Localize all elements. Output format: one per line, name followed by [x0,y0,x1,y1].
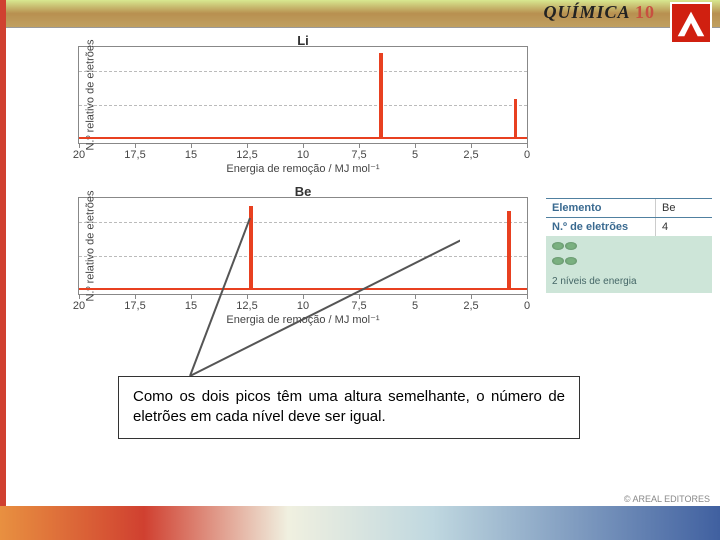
th-element: Elemento [546,199,656,217]
tick: 7,5 [351,300,366,312]
chart-be-title: Be [295,184,312,199]
table-row: Elemento Be [546,198,712,217]
td-element: Be [656,199,712,217]
tick: 12,5 [236,300,257,312]
tick: 5 [412,300,418,312]
orbital-diagram: 2 níveis de energia [546,236,712,293]
copyright: © AREAL EDITORES [624,494,710,504]
chart-li-ylabel: N.º relativo de eletrões [85,39,97,150]
caption-box: Como os dois picos têm uma altura semelh… [118,376,580,439]
th-electrons: N.º de eletrões [546,218,656,236]
chart-li-title: Li [297,33,309,48]
tick: 10 [297,149,309,161]
electron-icon [552,242,564,250]
grid-line [79,222,527,223]
tick: 2,5 [463,149,478,161]
tick: 15 [185,149,197,161]
baseline [79,288,527,290]
chart-be-plot: Be N.º relativo de eletrões 20 17,5 15 1… [78,197,528,295]
table-row: N.º de eletrões 4 [546,217,712,236]
tick: 12,5 [236,149,257,161]
chart-be-ylabel: N.º relativo de eletrões [85,190,97,301]
title-main: QUÍMICA [543,2,629,22]
element-table: Elemento Be N.º de eletrões 4 2 níveis d… [546,198,712,293]
charts-container: Li N.º relativo de eletrões 20 17,5 15 1… [28,32,538,326]
footer-band [0,506,720,540]
caption-text: Como os dois picos têm uma altura semelh… [133,388,565,425]
electron-pair [552,242,578,253]
peak [249,206,253,290]
grid-line [79,256,527,257]
electron-icon [565,242,577,250]
tick: 20 [73,300,85,312]
tick: 17,5 [124,149,145,161]
tick: 15 [185,300,197,312]
page-title: QUÍMICA 10 [543,2,655,23]
tick: 2,5 [463,300,478,312]
tick: 17,5 [124,300,145,312]
chart-be-xlabel: Energia de remoção / MJ mol⁻¹ [78,313,528,326]
peak [507,211,511,290]
tick: 7,5 [351,149,366,161]
tick: 0 [524,300,530,312]
tick: 0 [524,149,530,161]
levels-text: 2 níveis de energia [552,276,706,287]
chart-li-xlabel: Energia de remoção / MJ mol⁻¹ [78,162,528,175]
grid-line [79,105,527,106]
title-number: 10 [635,2,655,22]
publisher-logo [670,2,712,44]
grid-line [79,71,527,72]
td-electrons: 4 [656,218,712,236]
baseline [79,137,527,139]
electron-icon [565,257,577,265]
peak [379,53,383,139]
chart-li: Li N.º relativo de eletrões 20 17,5 15 1… [28,46,538,175]
tick: 5 [412,149,418,161]
electron-pair [552,257,578,268]
tick: 10 [297,300,309,312]
electron-icon [552,257,564,265]
chart-li-plot: Li N.º relativo de eletrões 20 17,5 15 1… [78,46,528,144]
peak [514,99,517,139]
chart-be: Be N.º relativo de eletrões 20 17,5 15 1… [28,197,538,326]
tick: 20 [73,149,85,161]
